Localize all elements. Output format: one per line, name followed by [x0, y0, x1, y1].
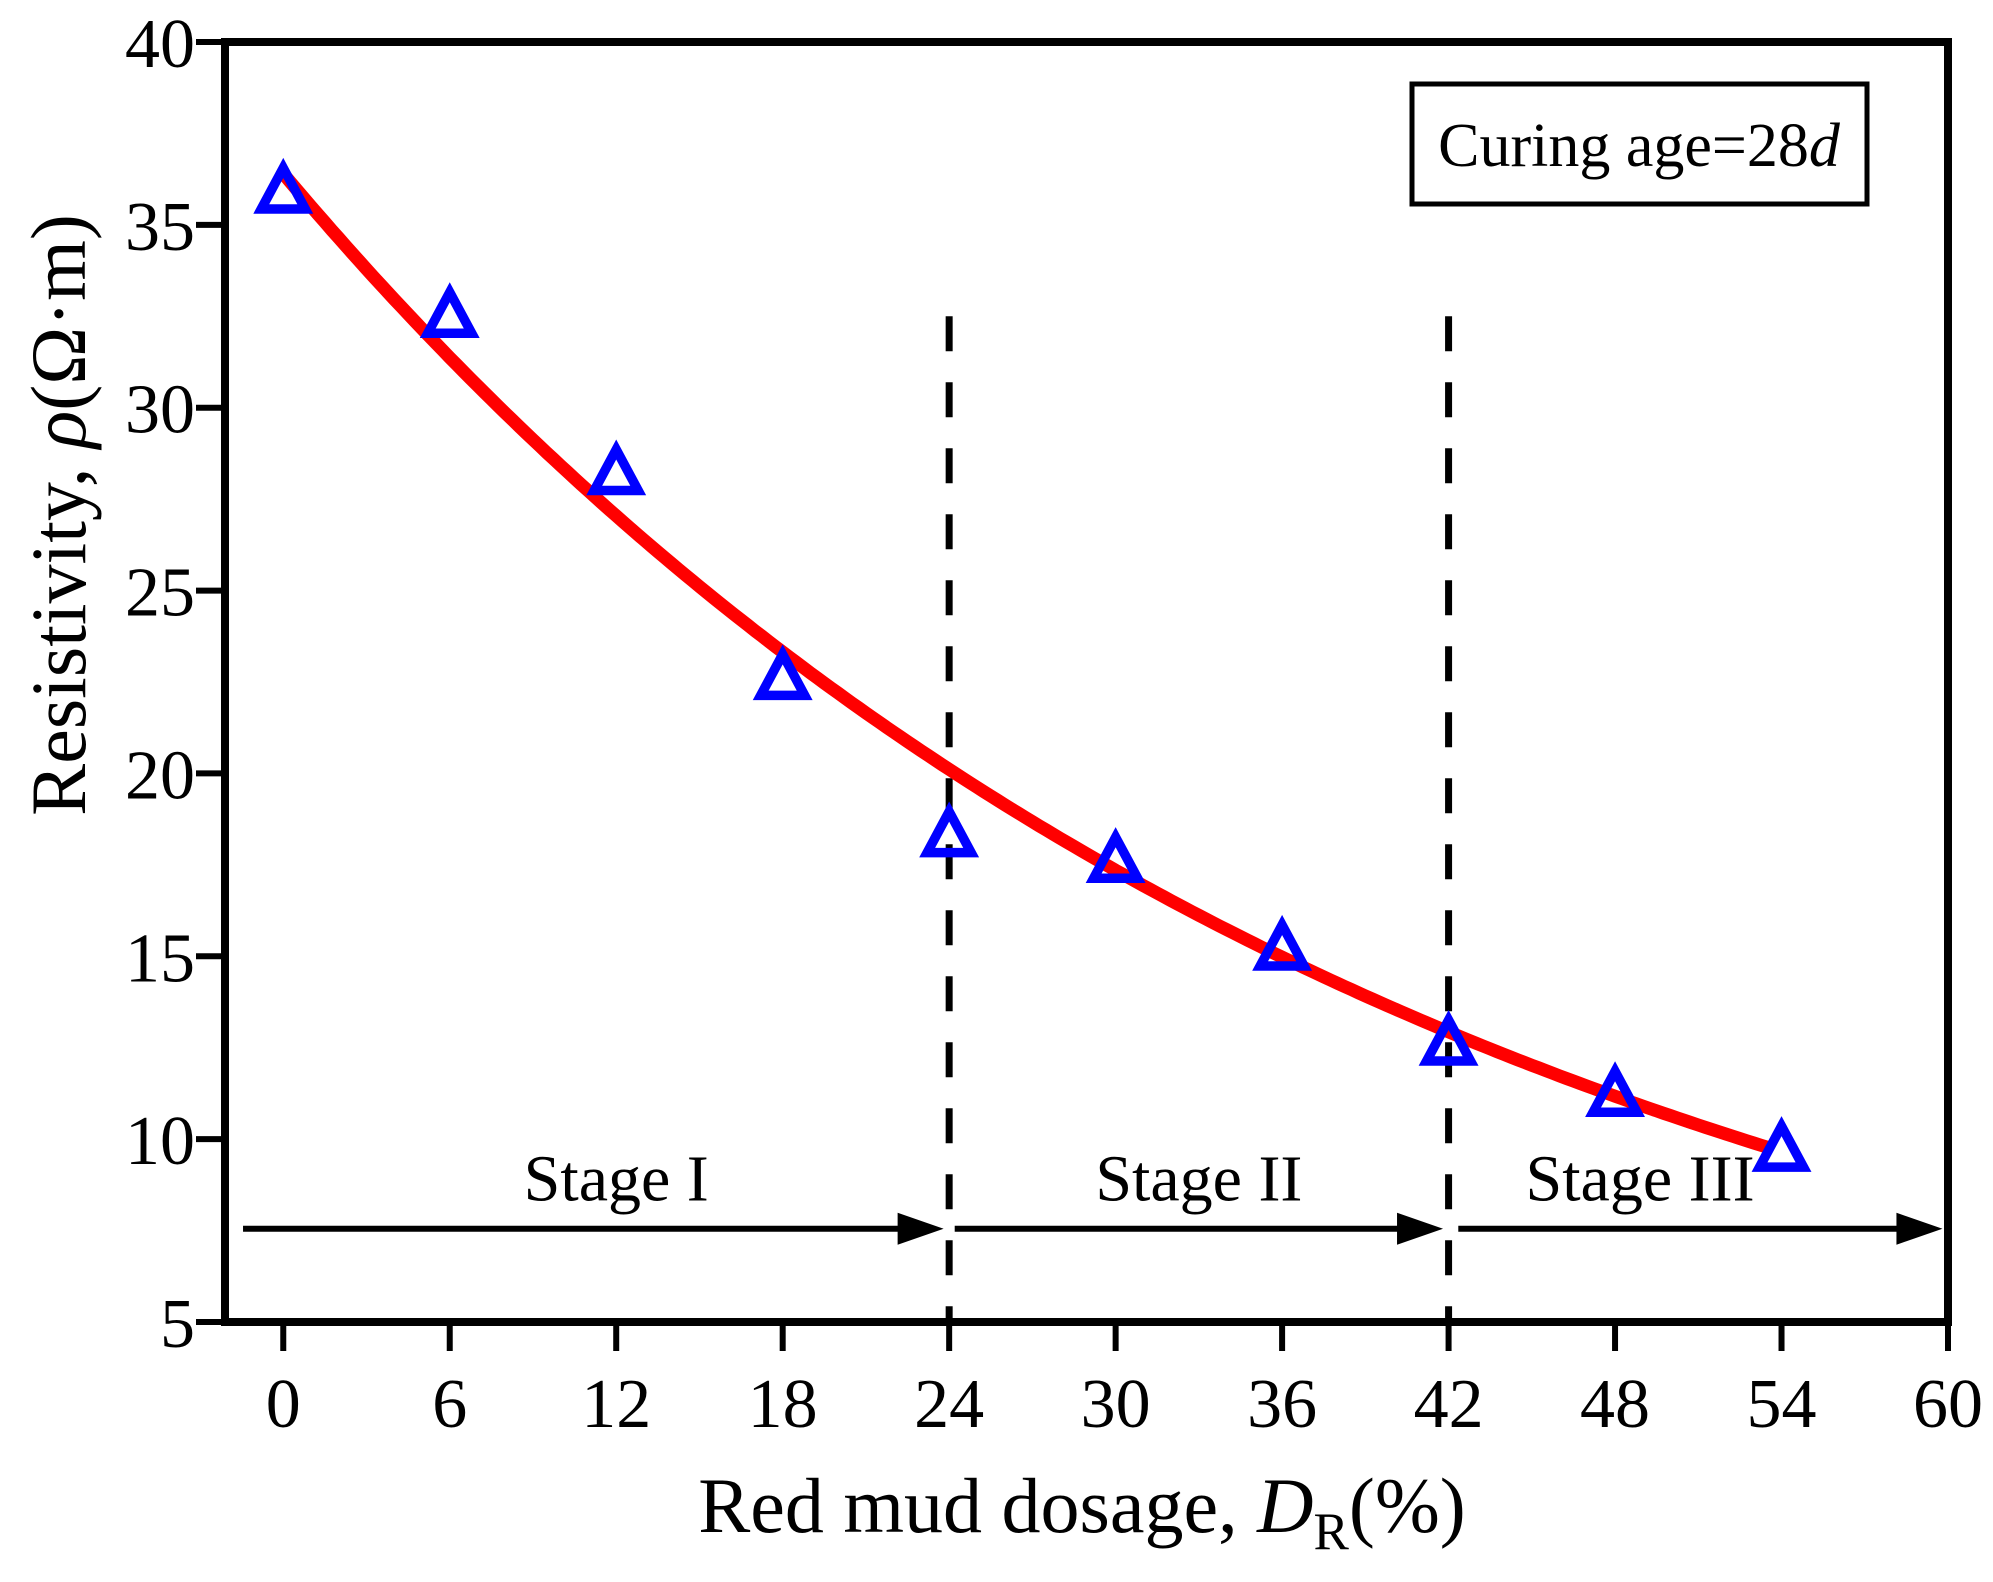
y-tick-label: 5: [160, 1286, 195, 1363]
data-point-marker: [1252, 914, 1313, 971]
y-tick-label: 35: [125, 189, 195, 266]
stage-arrowhead: [1397, 1212, 1444, 1245]
label-fragment: R: [1313, 1503, 1349, 1561]
axes-frame: [221, 38, 1952, 1326]
fitted-exponential-curve: [276, 167, 1775, 1154]
data-point-marker: [919, 801, 980, 858]
stage-label: Stage III: [1525, 1143, 1754, 1216]
label-fragment: Red mud dosage,: [698, 1462, 1257, 1549]
y-axis-title: Resistivity, ρ(Ω·m): [15, 214, 102, 816]
stage-arrowhead: [897, 1212, 944, 1245]
y-tick-label: 15: [125, 920, 195, 997]
data-point-marker: [752, 644, 813, 701]
label-fragment: D: [1256, 1462, 1313, 1549]
label-fragment: Resistivity,: [15, 448, 102, 816]
y-tick-label: 25: [125, 555, 195, 632]
stage-arrowhead: [1896, 1212, 1943, 1245]
x-tick-label: 12: [581, 1366, 651, 1443]
x-tick-label: 6: [432, 1366, 467, 1443]
data-point-marker: [1418, 1010, 1479, 1066]
y-tick-label: 10: [125, 1103, 195, 1180]
stage-label: Stage II: [1095, 1143, 1302, 1216]
y-tick-label: 40: [125, 6, 195, 83]
data-point-marker: [586, 439, 647, 496]
legend-box: [1409, 81, 1870, 207]
stage-label: Stage I: [524, 1143, 709, 1216]
label-fragment: Curing age=28: [1438, 112, 1809, 180]
data-point-marker: [253, 157, 314, 214]
legend-text: Curing age=28d: [1438, 112, 1841, 180]
x-axis-title: Red mud dosage, DR(%): [698, 1462, 1466, 1561]
x-tick-label: 24: [914, 1366, 984, 1443]
data-point-marker: [1585, 1061, 1645, 1118]
data-point-marker: [1085, 827, 1146, 883]
x-tick-label: 48: [1580, 1366, 1650, 1443]
x-tick-label: 18: [748, 1366, 818, 1443]
y-tick-label: 30: [125, 372, 195, 449]
label-fragment: (%): [1349, 1462, 1466, 1549]
x-tick-label: 60: [1913, 1366, 1983, 1443]
x-tick-label: 42: [1414, 1366, 1484, 1443]
y-tick-label: 20: [125, 737, 195, 814]
x-tick-label: 36: [1247, 1366, 1317, 1443]
label-fragment: d: [1809, 112, 1841, 180]
label-fragment: (Ω·m): [15, 214, 102, 411]
data-point-marker: [1751, 1116, 1812, 1172]
label-fragment: ρ: [15, 411, 102, 450]
x-tick-label: 30: [1081, 1366, 1151, 1443]
x-tick-label: 0: [266, 1366, 301, 1443]
data-point-marker: [419, 282, 480, 339]
x-tick-label: 54: [1747, 1366, 1817, 1443]
